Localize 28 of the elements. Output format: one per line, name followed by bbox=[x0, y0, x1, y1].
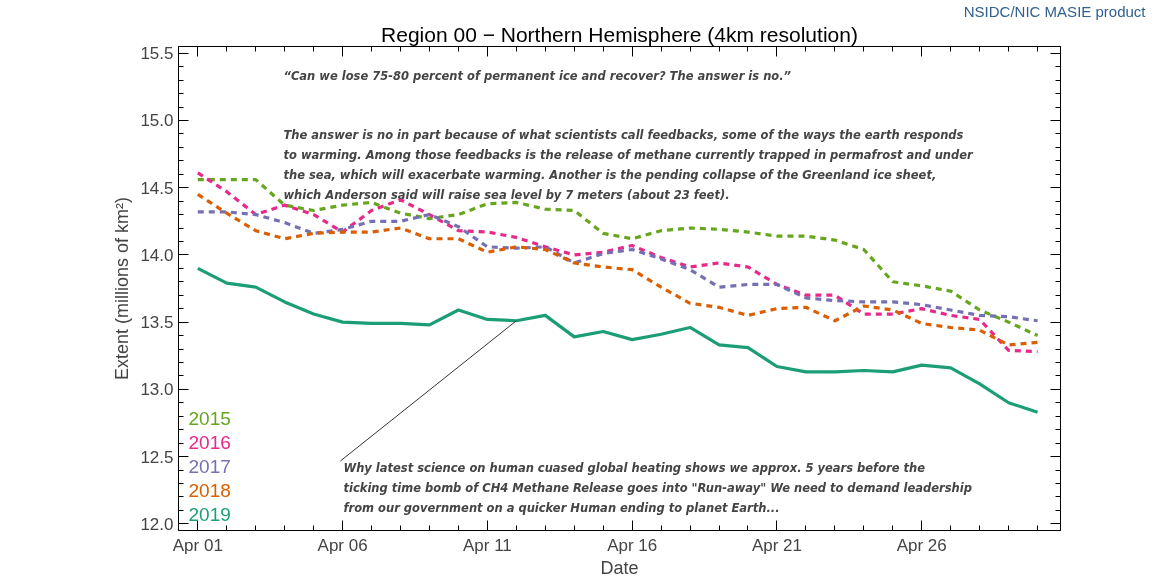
y-axis-title: Extent (millions of km²) bbox=[112, 196, 133, 381]
x-tick-label: Apr 11 bbox=[462, 535, 512, 555]
x-tick-label: Apr 21 bbox=[751, 535, 803, 555]
x-tick-label: Apr 26 bbox=[896, 535, 947, 555]
text: 2017 bbox=[188, 455, 231, 477]
y-tick-label: 15.5 bbox=[140, 44, 174, 64]
x-axis-title: Date bbox=[600, 557, 639, 578]
y-tick-label: 12.0 bbox=[140, 514, 174, 534]
line-series bbox=[196, 266, 1040, 414]
x-tick-label: Apr 06 bbox=[317, 535, 368, 555]
text: 2015 bbox=[188, 407, 231, 429]
y-tick-label: 15.0 bbox=[140, 111, 174, 131]
text: 2018 bbox=[188, 479, 231, 501]
y-tick-label: 13.5 bbox=[140, 313, 174, 333]
annotation: “Can we lose 75-80 percent of permanent ice and recover? The answer is no.” bbox=[283, 68, 792, 83]
line-series bbox=[196, 210, 1040, 323]
text: 2019 bbox=[188, 503, 231, 525]
y-tick-label: 12.5 bbox=[140, 447, 174, 467]
text: 2016 bbox=[188, 431, 231, 453]
y-tick-label: 14.5 bbox=[140, 178, 174, 198]
y-tick-label: 13.0 bbox=[140, 380, 174, 400]
x-tick-label: Apr 16 bbox=[607, 535, 658, 555]
chart-title: Region 00 − Northern Hemisphere (4km resolution) bbox=[381, 22, 858, 46]
annotation: Why latest science on human cuased global heating shows we approx. 5 years before the ticking time bomb of CH4 Methane Release goes into "Run-away" We need to demand leadership from our government on a quicker Human ending to planet Earth... bbox=[343, 460, 972, 516]
text: NSIDC/NIC MASIE product bbox=[963, 2, 1147, 20]
annotation: The answer is no in part because of what scientists call feedbacks, some of the ways the earth responds to warming. Among those feedbacks is the release of methane currently trapped in permafrost and under the sea, which will exacerbate warming. Another is the pending collapse of the Greenland ice sheet, which Anderson said will raise sea level by 7 meters (about 23 feet). bbox=[283, 127, 975, 203]
x-tick-label: Apr 01 bbox=[172, 535, 223, 555]
y-tick-label: 14.0 bbox=[140, 245, 174, 265]
